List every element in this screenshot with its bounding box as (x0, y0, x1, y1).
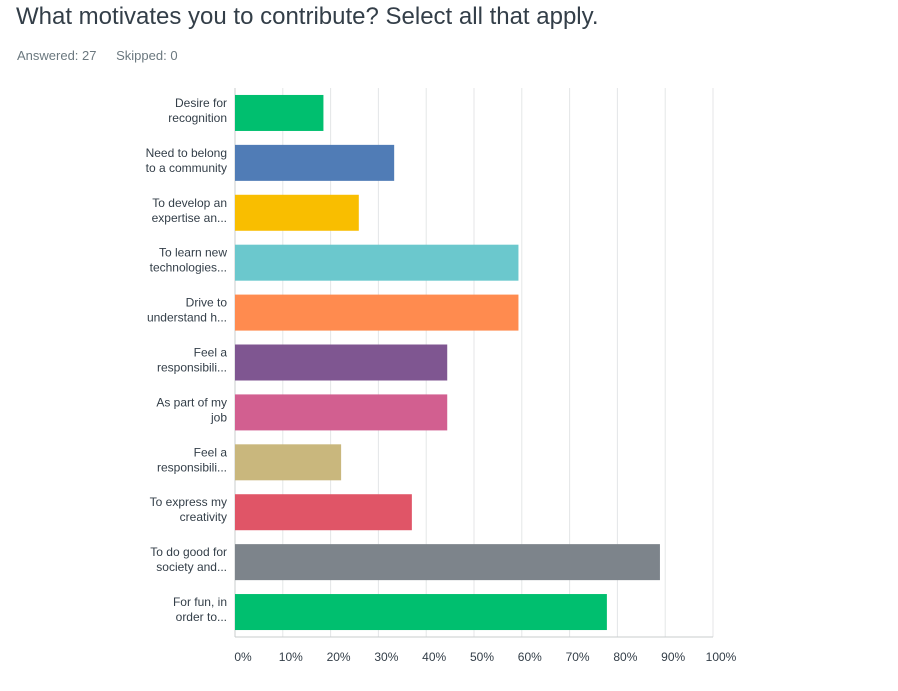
category-label: society and... (156, 560, 227, 574)
category-label: Desire for (175, 96, 227, 110)
category-label: As part of my (156, 395, 227, 409)
x-tick-label: 60% (518, 650, 542, 664)
category-label: creativity (180, 510, 227, 524)
bar[interactable] (235, 494, 412, 531)
category-label: To learn new (159, 246, 227, 260)
category-label: To express my (150, 495, 227, 509)
x-tick-label: 40% (422, 650, 446, 664)
x-tick-label: 20% (327, 650, 351, 664)
category-label: Need to belong (146, 146, 227, 160)
category-label: To do good for (150, 545, 227, 559)
category-label: order to... (176, 610, 227, 624)
answered-count: Answered: 27 (17, 48, 97, 63)
skipped-count: Skipped: 0 (116, 48, 178, 63)
bar[interactable] (235, 544, 660, 581)
bar[interactable] (235, 244, 519, 281)
category-label: to a community (146, 161, 227, 175)
response-stats: Answered: 27 Skipped: 0 (17, 48, 194, 63)
category-label: expertise an... (152, 211, 227, 225)
question-title: What motivates you to contribute? Select… (16, 3, 599, 30)
bar[interactable] (235, 444, 342, 481)
category-label: responsibili... (157, 460, 227, 474)
category-label: Drive to (186, 296, 228, 310)
x-tick-label: 50% (470, 650, 494, 664)
category-label: understand h... (147, 311, 227, 325)
x-tick-label: 90% (661, 650, 685, 664)
category-label: Feel a (194, 346, 228, 360)
x-tick-label: 100% (706, 650, 737, 664)
bar[interactable] (235, 344, 448, 381)
category-label: For fun, in (173, 595, 227, 609)
category-label: Feel a (194, 445, 228, 459)
x-tick-label: 70% (566, 650, 590, 664)
category-label: job (210, 410, 227, 424)
x-tick-label: 30% (374, 650, 398, 664)
bar[interactable] (235, 194, 359, 231)
bar[interactable] (235, 594, 607, 631)
bar[interactable] (235, 144, 395, 181)
x-tick-label: 10% (279, 650, 303, 664)
x-tick-label: 80% (613, 650, 637, 664)
bar[interactable] (235, 294, 519, 331)
bar[interactable] (235, 394, 448, 431)
category-label: responsibili... (157, 361, 227, 375)
category-label: technologies... (150, 261, 227, 275)
category-label: recognition (168, 111, 227, 125)
x-tick-label: 0% (234, 650, 252, 664)
category-label: To develop an (152, 196, 227, 210)
bar[interactable] (235, 94, 324, 131)
